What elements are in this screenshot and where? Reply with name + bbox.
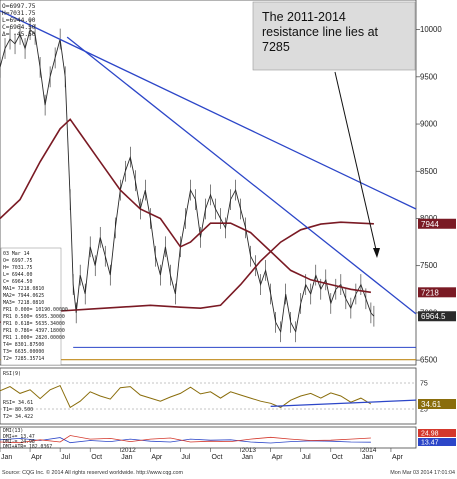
x-tick-label: Jan [362,454,373,461]
price-badge [418,287,456,298]
rsi-badge-label: 34.61 [421,400,442,409]
data-box-line: H= 7031.75 [3,265,32,271]
data-box-line: L= 6944.00 [3,272,32,278]
rsi-trendline [270,399,417,407]
footer-source: Source: CQG Inc. © 2014 All rights reser… [2,469,184,476]
price-badge-label: 7944 [421,220,439,229]
dmi-label: DMI(13) [3,428,23,434]
dmi-plus-line [0,437,371,444]
y-tick-label: 10000 [420,25,442,34]
data-box-line: T3= 6635.00000 [3,349,44,355]
annotation-line: resistance line lies at [262,25,379,39]
x-tick-label: Oct [91,454,102,461]
rsi-series-group: 75 25 [0,381,428,414]
x-tick-label: Jan [121,454,132,461]
data-box-line: O= 6997.75 [3,258,32,264]
year-label: 2014 [362,447,377,454]
y-tick-label: 6500 [420,356,438,365]
annotation-arrow-head [373,248,380,258]
price-badge [418,311,456,322]
rsi-badge [418,399,456,410]
header-line: C=6964.50 [2,24,36,31]
y-tick-label: 7500 [420,261,438,270]
price-badge [418,218,456,229]
x-tick-label: Jan [242,454,253,461]
time-x-axis: Jan Apr Jul Oct Jan Apr Jul Oct Jan Apr Jul Oct Jan A… [0,447,404,461]
y-tick-label: 8500 [420,167,438,176]
dmi-badge [418,438,456,446]
dmi-badge [418,429,456,437]
data-box-line: FR1 0.000= 10190.00000 [3,307,68,313]
annotation-line: The 2011-2014 [262,10,346,24]
x-tick-label: Jan [1,454,12,461]
rsi-label: RSI(9) [3,371,21,377]
price-badge-label: 7218 [421,288,439,297]
year-label: 2013 [242,447,257,454]
data-box-line: FR1 1.000= 2820.00000 [3,335,65,341]
resistance-trendline [66,36,417,315]
x-tick-label: Jul [61,454,70,461]
x-tick-label: Apr [151,454,163,461]
dmi-minus-line [0,435,371,444]
value-badges: 7944 7218 6964.5 34.61 24.98 13.47 [418,218,456,447]
data-box-line: FR1 0.786= 4397.18000 [3,328,65,334]
moving-average-long [0,221,374,324]
header-line: Δ= -45.50 [2,31,36,38]
y-tick-label: 9000 [420,120,438,129]
data-box-line: T4= 8301.87500 [3,342,44,348]
rsi-info: RSI(9) RSI= 34.61 T1= 80.500 T2= 34.422 [3,371,33,420]
data-box: 03 Mar 14O= 6997.75H= 7031.75L= 6944.00C… [0,247,68,366]
y-tick-label: 9500 [420,72,438,81]
resistance-trendline [0,10,417,210]
data-box-line: MA2= 7944.0625 [3,293,44,299]
data-box-line: MA3= 7218.0810 [3,300,44,306]
x-tick-label: Oct [332,454,343,461]
annotation-callout: The 2011-2014 resistance line lies at 72… [252,1,416,258]
data-box-line: FR1 0.618= 5635.34000 [3,321,65,327]
x-tick-label: Oct [212,454,223,461]
ohlc-header: O=6997.75 H=7031.75 L=6944.00 C=6964.50 … [2,3,36,38]
price-series-group [0,19,375,343]
x-tick-label: Apr [392,454,404,461]
rsi-level-label: 75 [420,381,428,388]
rsi-info-line: T1= 80.500 [3,407,33,413]
data-box-line: T2= 7285.35714 [3,356,44,362]
annotation-arrow [334,71,378,255]
data-box-line: MA1= 7218.0810 [3,286,44,292]
dmi-series-group [0,435,371,444]
annotation-line: 7285 [262,40,290,54]
year-label: 2012 [121,447,136,454]
header-line: H=7031.75 [2,10,36,17]
rsi-panel: 75 25 [0,367,428,425]
x-tick-label: Apr [272,454,284,461]
dmi-info-line: DMI-= 24.98 [3,439,35,445]
data-box-line: C= 6964.50 [3,279,32,285]
dmi-badge-label: 13.47 [421,440,439,447]
dmi-info-line: DMI+= 13.47 [3,434,35,440]
rsi-level-label: 25 [420,407,428,414]
data-box-line: 03 Mar 14 [3,251,30,257]
price-badge-label: 6964.5 [421,312,446,321]
y-tick-label: 8000 [420,214,438,223]
footer-timestamp: Mon Mar 03 2014 17:01:04 [390,470,455,476]
dmi-info-line: DMI+ATR= 182.0367 [3,444,52,450]
dmi-panel [0,426,417,449]
data-box-line: FR1 0.500= 6505.30000 [3,314,65,320]
moving-average-short [0,118,372,294]
trendline-group [0,10,417,361]
x-tick-label: Jul [302,454,311,461]
x-tick-label: Apr [31,454,43,461]
header-line: L=6944.00 [2,17,36,24]
dmi-badge-label: 24.98 [421,431,439,438]
x-tick-label: Jul [181,454,190,461]
header-line: O=6997.75 [2,3,36,10]
rsi-info-line: T2= 34.422 [3,414,33,420]
rsi-info-line: RSI= 34.61 [3,400,33,406]
dmi-info: DMI(13) DMI+= 13.47 DMI-= 24.98 DMI+ATR=… [3,428,52,450]
rsi-line [0,384,372,409]
